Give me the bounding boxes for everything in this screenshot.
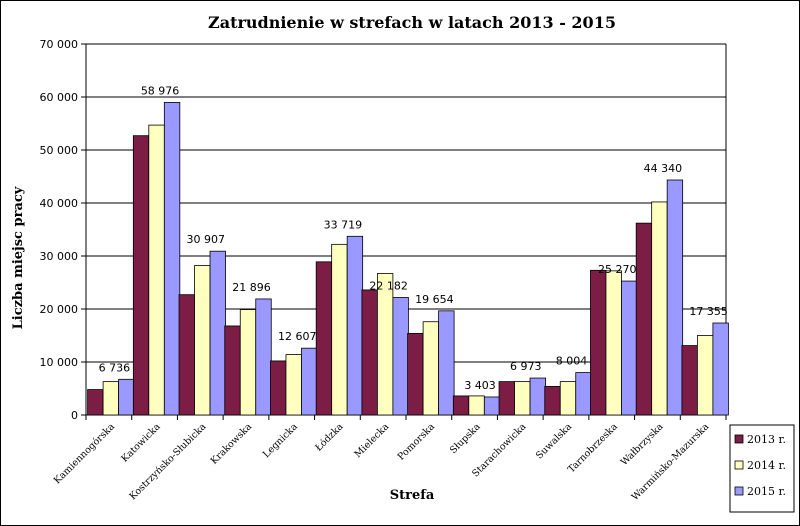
bar [301,347,318,416]
data-label: 25 270 [598,263,637,276]
bar [376,273,394,416]
bar [361,289,378,416]
data-label: 58 976 [141,84,180,97]
bar [132,135,150,416]
data-label: 44 340 [644,162,683,175]
data-label: 3 403 [464,379,496,392]
x-axis-title: Strefa [390,488,435,503]
bar [544,385,561,416]
bar [346,235,364,416]
y-tick-label: 0 [71,409,78,422]
data-label: 21 896 [232,281,271,294]
bar [422,321,440,416]
y-tick-label: 30 000 [40,250,79,263]
y-tick-label: 20 000 [40,303,79,316]
bar [452,395,470,416]
data-label: 30 907 [187,233,226,246]
data-label: 12 607 [278,330,317,343]
legend-label: 2014 r. [747,459,786,472]
bar [529,377,546,416]
bar [163,102,181,416]
bar [255,298,272,416]
y-tick-label: 40 000 [40,197,79,210]
bar [194,265,211,416]
y-tick-label: 70 000 [40,38,79,51]
bar [575,372,592,416]
bar [438,310,455,416]
bar [559,381,577,416]
data-label: 6 973 [510,360,542,373]
bar [102,381,120,416]
bar [666,179,684,416]
data-label: 8 004 [556,355,588,368]
legend: 2013 r. 2014 r. 2015 r. [729,424,795,513]
bar [239,309,257,416]
bar [590,269,607,416]
bar [285,354,302,416]
y-tick-label: 60 000 [40,91,79,104]
bar [651,201,668,416]
bar [392,297,409,416]
data-label: 22 182 [369,279,408,292]
bar [270,360,287,416]
bar [681,345,698,416]
data-label: 19 654 [415,293,454,306]
chart-title: Zatrudnienie w strefach w latach 2013 - … [208,13,616,32]
y-tick-label: 50 000 [40,144,79,157]
bar [148,124,165,416]
bar [178,294,195,416]
legend-label: 2013 r. [747,433,786,446]
data-label: 33 719 [324,218,363,231]
bar [514,381,531,416]
bar [498,381,515,416]
data-label: 6 736 [99,361,131,374]
y-tick-label: 10 000 [40,356,79,369]
y-axis-title: Liczba miejsc pracy [11,186,26,329]
bar [605,270,622,416]
data-label: 17 355 [689,305,728,318]
bar [331,243,348,416]
legend-swatch [734,434,744,444]
legend-label: 2015 r. [747,485,786,498]
bar [87,389,104,416]
bar [209,250,226,416]
legend-swatch [734,460,744,470]
bar [712,322,729,416]
legend-swatch [734,486,744,496]
bar [621,280,638,416]
bar [118,378,135,416]
bar [224,325,241,416]
bar [315,261,333,416]
bar [468,395,485,416]
bar [635,222,653,416]
bar [696,335,714,416]
bar [483,396,501,416]
bar [407,332,424,416]
